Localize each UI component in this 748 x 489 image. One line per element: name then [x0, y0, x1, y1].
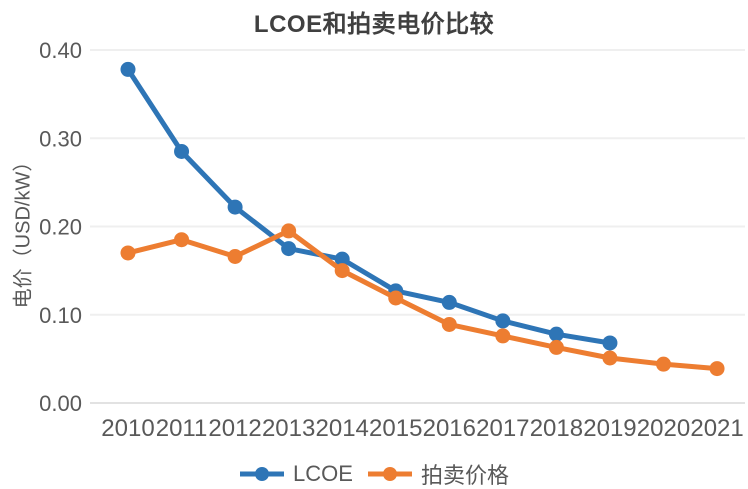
auction-price-line-marker-icon	[367, 467, 412, 481]
data-point-LCOE	[495, 313, 511, 329]
y-tick-label: 0.10	[39, 303, 82, 328]
legend: LCOE 拍卖价格	[0, 458, 748, 489]
y-tick-label: 0.20	[39, 215, 82, 240]
y-tick-label: 0.40	[39, 38, 82, 63]
x-tick-label: 2016	[423, 415, 476, 442]
y-tick-label: 0.30	[39, 126, 82, 151]
x-tick-label: 2010	[101, 415, 154, 442]
data-point-LCOE	[602, 335, 618, 351]
data-point-LCOE	[120, 61, 136, 77]
data-point-拍卖价格	[602, 350, 618, 366]
x-tick-label: 2021	[690, 415, 743, 442]
chart-title: LCOE和拍卖电价比较	[253, 11, 495, 38]
legend-item-lcoe: LCOE	[239, 461, 353, 487]
y-tick-label: 0.00	[39, 391, 82, 416]
data-point-拍卖价格	[548, 339, 564, 355]
data-point-拍卖价格	[281, 223, 297, 239]
data-point-拍卖价格	[388, 290, 404, 306]
data-point-LCOE	[281, 241, 297, 257]
data-point-拍卖价格	[495, 328, 511, 344]
x-tick-label: 2017	[476, 415, 529, 442]
lcoe-line-marker-icon	[240, 467, 285, 481]
data-point-拍卖价格	[709, 361, 725, 377]
data-point-拍卖价格	[174, 232, 190, 248]
x-tick-label: 2012	[208, 415, 261, 442]
legend-item-auction-price: 拍卖价格	[367, 458, 509, 489]
data-point-LCOE	[227, 199, 243, 215]
x-tick-label: 2011	[156, 415, 208, 442]
data-point-LCOE	[441, 294, 457, 310]
data-point-LCOE	[174, 143, 190, 159]
x-tick-label: 2018	[530, 415, 583, 442]
data-point-拍卖价格	[441, 316, 457, 332]
legend-label-lcoe: LCOE	[293, 461, 353, 486]
data-point-拍卖价格	[334, 263, 350, 279]
data-point-拍卖价格	[120, 245, 136, 261]
series-line-LCOE	[125, 66, 613, 346]
legend-label-auction-price: 拍卖价格	[420, 463, 509, 488]
x-tick-label: 2013	[262, 415, 315, 442]
data-point-LCOE	[334, 251, 350, 267]
x-tick-label: 2020	[637, 415, 690, 442]
data-point-拍卖价格	[656, 356, 671, 372]
x-tick-label: 2019	[583, 415, 636, 442]
data-point-拍卖价格	[227, 249, 243, 265]
x-tick-label: 2015	[369, 415, 422, 442]
series-line-拍卖价格	[125, 228, 720, 372]
x-tick-label: 2014	[316, 415, 369, 442]
data-point-LCOE	[548, 326, 564, 342]
